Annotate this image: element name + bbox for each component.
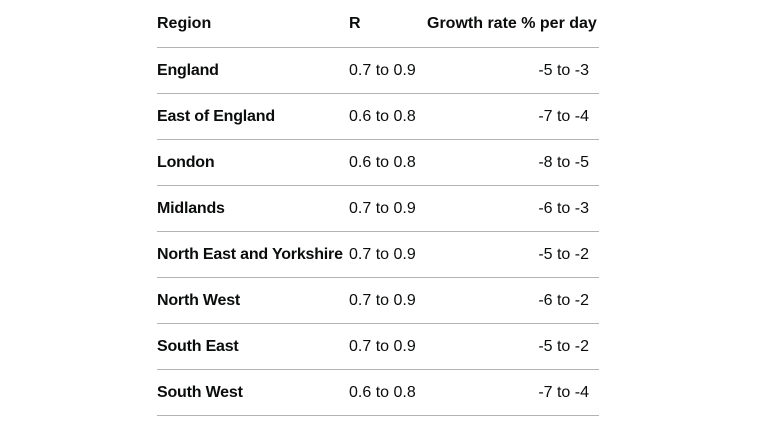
region-cell: South West bbox=[157, 369, 347, 416]
table-row: North East and Yorkshire 0.7 to 0.9 -5 t… bbox=[157, 231, 599, 278]
table-row: East of England 0.6 to 0.8 -7 to -4 bbox=[157, 93, 599, 140]
r-cell: 0.7 to 0.9 bbox=[347, 323, 427, 370]
table-row: Midlands 0.7 to 0.9 -6 to -3 bbox=[157, 185, 599, 232]
growth-rate-cell: -8 to -5 bbox=[427, 139, 599, 186]
r-cell: 0.7 to 0.9 bbox=[347, 277, 427, 324]
r-growth-table: Region R Growth rate % per day England 0… bbox=[157, 0, 599, 416]
growth-rate-cell: -7 to -4 bbox=[427, 93, 599, 140]
table-body: England 0.7 to 0.9 -5 to -3 East of Engl… bbox=[157, 47, 599, 416]
table-row: North West 0.7 to 0.9 -6 to -2 bbox=[157, 277, 599, 324]
region-cell: England bbox=[157, 47, 347, 94]
region-cell: Midlands bbox=[157, 185, 347, 232]
region-cell: North West bbox=[157, 277, 347, 324]
r-column-header: R bbox=[347, 0, 427, 48]
table-header: Region R Growth rate % per day bbox=[157, 0, 599, 48]
region-cell: South East bbox=[157, 323, 347, 370]
table-row: England 0.7 to 0.9 -5 to -3 bbox=[157, 47, 599, 94]
r-cell: 0.7 to 0.9 bbox=[347, 231, 427, 278]
r-cell: 0.7 to 0.9 bbox=[347, 185, 427, 232]
table-row: London 0.6 to 0.8 -8 to -5 bbox=[157, 139, 599, 186]
r-cell: 0.6 to 0.8 bbox=[347, 369, 427, 416]
region-column-header: Region bbox=[157, 0, 347, 48]
growth-rate-cell: -6 to -2 bbox=[427, 277, 599, 324]
growth-rate-cell: -6 to -3 bbox=[427, 185, 599, 232]
growth-rate-cell: -5 to -3 bbox=[427, 47, 599, 94]
region-cell: London bbox=[157, 139, 347, 186]
growth-rate-cell: -5 to -2 bbox=[427, 231, 599, 278]
region-cell: East of England bbox=[157, 93, 347, 140]
table-row: South West 0.6 to 0.8 -7 to -4 bbox=[157, 369, 599, 416]
growth-rate-cell: -7 to -4 bbox=[427, 369, 599, 416]
growth-rate-cell: -5 to -2 bbox=[427, 323, 599, 370]
header-row: Region R Growth rate % per day bbox=[157, 0, 599, 48]
region-cell: North East and Yorkshire bbox=[157, 231, 347, 278]
r-cell: 0.6 to 0.8 bbox=[347, 139, 427, 186]
r-cell: 0.7 to 0.9 bbox=[347, 47, 427, 94]
r-cell: 0.6 to 0.8 bbox=[347, 93, 427, 140]
table-row: South East 0.7 to 0.9 -5 to -2 bbox=[157, 323, 599, 370]
growth-rate-column-header: Growth rate % per day bbox=[427, 0, 599, 48]
